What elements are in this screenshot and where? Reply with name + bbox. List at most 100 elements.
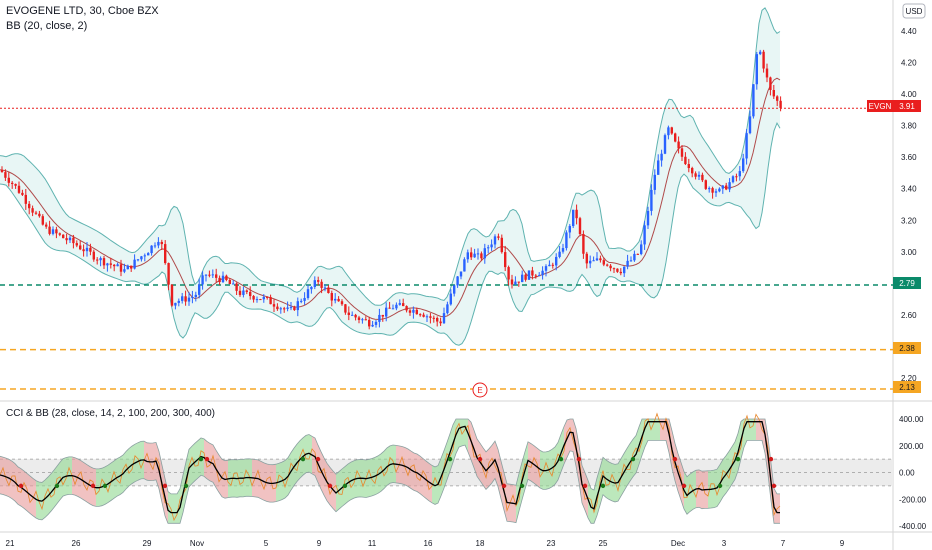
candle-body (524, 274, 527, 280)
cci-signal-dot (300, 456, 306, 462)
candle-body (130, 265, 133, 269)
candle-body (225, 275, 228, 280)
candle-body (102, 258, 106, 266)
cci-signal-dot (717, 483, 723, 489)
candle-body (232, 283, 235, 285)
candle-body (34, 212, 38, 214)
candle-body (167, 263, 170, 285)
candle-body (7, 177, 10, 183)
time-axis-label: 5 (264, 539, 269, 548)
candle-body (215, 274, 218, 278)
cci-band-segment (576, 428, 588, 518)
candle-body (619, 271, 622, 274)
cci-signal-dot (90, 483, 96, 489)
candle-body (143, 255, 146, 257)
candle-body (48, 226, 51, 234)
candle-body (109, 263, 112, 265)
candle-body (211, 274, 214, 276)
candle-body (191, 297, 194, 299)
time-axis-label: 7 (781, 539, 786, 548)
candle-body (62, 234, 65, 239)
candle-body (442, 313, 446, 324)
cci-signal-dot (681, 483, 687, 489)
cci-tick-label: -200.00 (899, 495, 927, 504)
candle-body (646, 210, 650, 226)
candle-body (463, 259, 466, 272)
candle-body (388, 307, 391, 309)
candle-body (289, 307, 293, 309)
price-tick-label: 2.20 (901, 374, 917, 383)
time-axis-label: 26 (72, 539, 81, 548)
candle-body (718, 188, 721, 192)
candle-body (330, 293, 333, 301)
candle-body (660, 153, 663, 161)
candle-body (194, 294, 197, 298)
candle-body (725, 185, 728, 190)
cci-panel (0, 412, 893, 524)
candle-body (680, 148, 684, 157)
candle-body (385, 307, 388, 317)
candle-body (235, 283, 238, 291)
cci-band-lower (0, 439, 780, 524)
current-price-text: 3.91 (899, 102, 915, 111)
time-axis-label: 21 (6, 539, 15, 548)
cci-signal-dot (600, 483, 606, 489)
candle-body (45, 224, 48, 227)
candle-body (527, 270, 531, 280)
candle-body (184, 296, 187, 302)
cci-band-segment (264, 462, 276, 503)
bb-indicator-label[interactable]: BB (20, close, 2) (6, 20, 87, 32)
cci-indicator-label[interactable]: CCI & BB (28, close, 14, 2, 100, 200, 30… (6, 408, 215, 419)
price-tick-label: 3.40 (901, 185, 917, 194)
candle-body (31, 208, 34, 213)
cci-band-segment (648, 419, 660, 441)
candle-body (585, 253, 588, 264)
time-axis-label: 11 (368, 539, 377, 548)
cci-band-segment (636, 419, 648, 473)
candle-body (470, 252, 473, 258)
time-axis-label: 9 (840, 539, 845, 548)
candle-body (340, 301, 344, 305)
price-tick-label: 4.20 (901, 59, 917, 68)
orange-level-tag-2: 2.13 (893, 381, 921, 393)
candle-body (616, 268, 619, 272)
candle-body (276, 306, 279, 310)
candle-body (99, 258, 102, 261)
cci-signal-dot (342, 483, 348, 489)
earnings-event-marker[interactable]: E (472, 382, 488, 398)
symbol-tag-text: EVGN (869, 102, 892, 111)
cci-band-segment (768, 437, 780, 524)
candle-body (303, 297, 306, 301)
candle-body (327, 287, 330, 294)
cci-band-segment (312, 436, 324, 496)
candle-body (493, 236, 497, 245)
candle-body (466, 252, 469, 260)
candle-body (755, 54, 758, 85)
candle-body (272, 304, 276, 307)
candle-body (249, 291, 252, 297)
candle-body (708, 188, 711, 190)
candle-body (160, 241, 163, 245)
currency-button[interactable]: USD (902, 3, 926, 19)
candle-body (300, 300, 303, 302)
candle-body (640, 244, 643, 255)
cci-line (0, 421, 780, 514)
candle-body (85, 247, 89, 252)
candle-body (320, 281, 323, 288)
candle-body (439, 321, 442, 324)
candle-body (174, 302, 177, 306)
candle-body (497, 236, 500, 238)
candle-body (538, 275, 541, 277)
candle-body (500, 237, 503, 253)
candle-body (313, 280, 316, 287)
time-axis-label: 9 (317, 539, 322, 548)
candle-body (551, 264, 554, 266)
candle-body (548, 264, 551, 267)
candle-body (626, 260, 629, 267)
candle-body (65, 238, 68, 241)
price-tick-label: 3.00 (901, 248, 917, 257)
cci-band-segment (96, 465, 108, 507)
cci-band-segment (72, 456, 84, 501)
candle-body (4, 172, 7, 178)
